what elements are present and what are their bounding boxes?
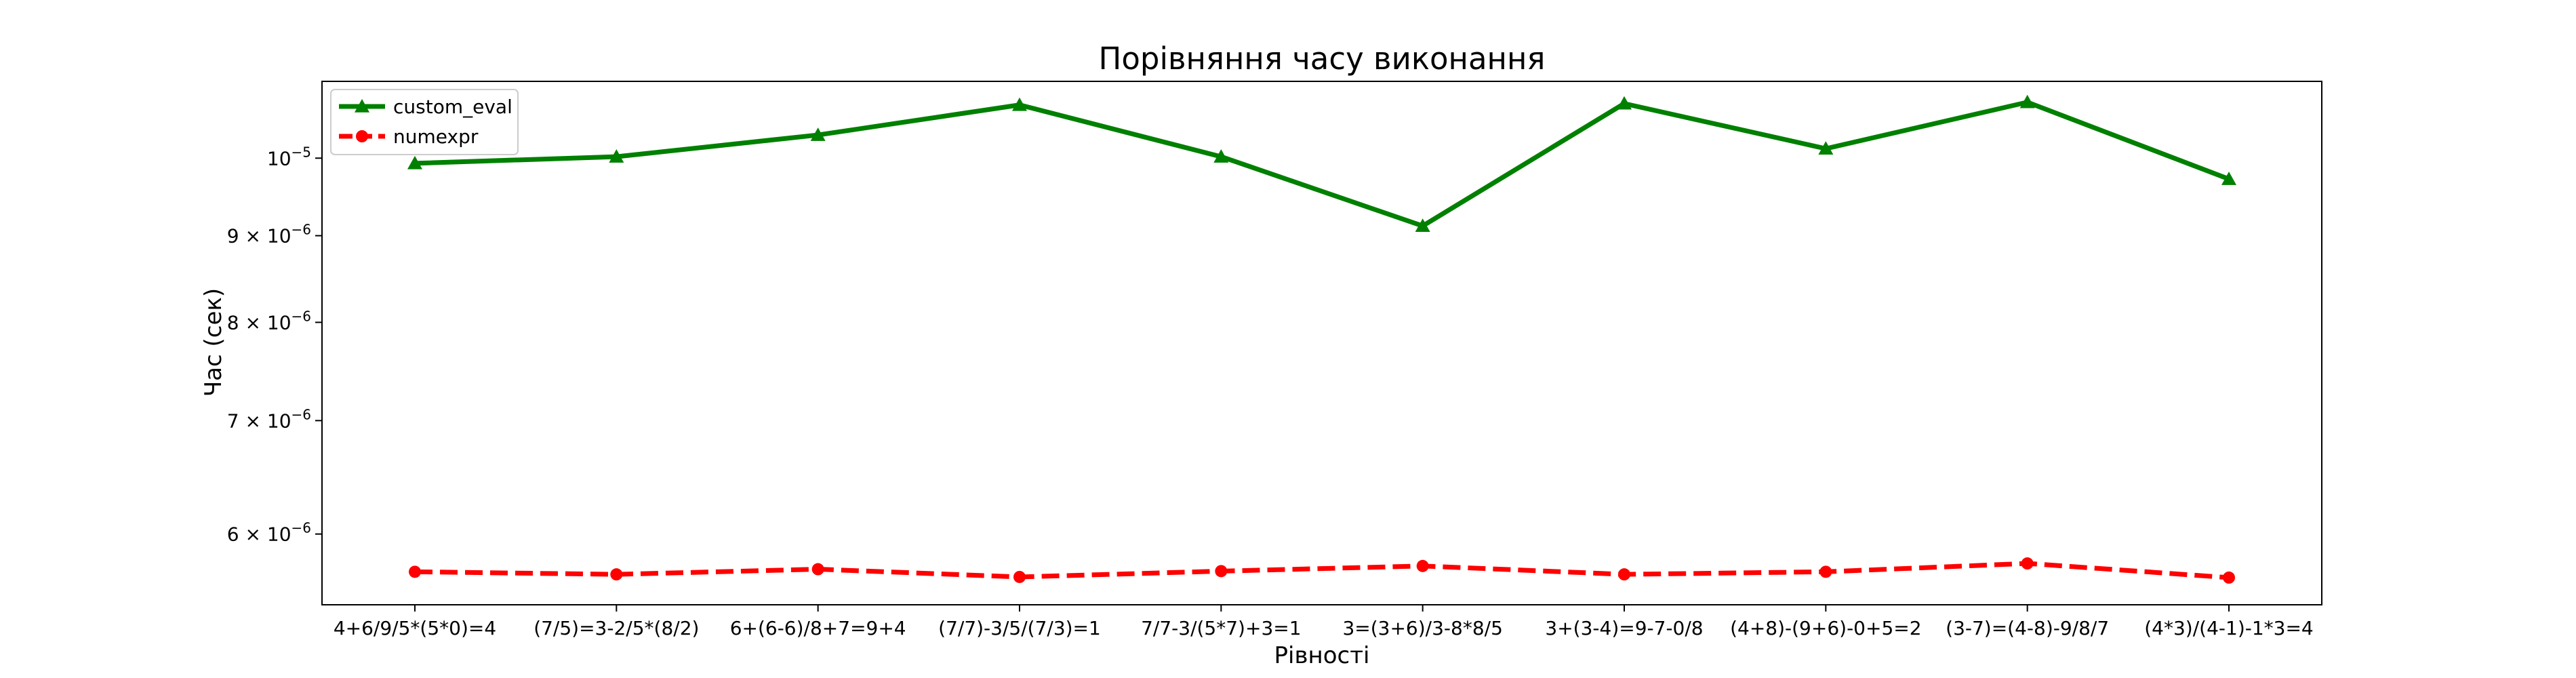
x-tick-label: (4*3)/(4-1)-1*3=4 xyxy=(2144,617,2314,639)
data-point xyxy=(2221,172,2236,185)
legend-label: numexpr xyxy=(393,125,479,148)
axis-ticks: 4+6/9/5*(5*0)=4 (7/5)=3-2/5*(8/2) 6+(6-6)/… xyxy=(227,144,2314,639)
x-tick-label: 4+6/9/5*(5*0)=4 xyxy=(334,617,496,639)
data-point xyxy=(1617,96,1632,110)
data-point xyxy=(407,155,422,170)
x-tick-label: (3-7)=(4-8)-9/8/7 xyxy=(1946,617,2109,639)
series-line xyxy=(414,100,2230,228)
data-point xyxy=(1215,565,1228,578)
data-point xyxy=(409,565,421,578)
x-tick-label: 3=(3+6)/3-8*8/5 xyxy=(1342,617,1502,639)
data-point xyxy=(610,568,623,581)
y-tick-label: 7 × 10−6 xyxy=(227,406,311,432)
data-point xyxy=(2021,557,2034,570)
data-point xyxy=(1012,97,1027,111)
x-tick-label: 3+(3-4)=9-7-0/8 xyxy=(1545,617,1703,639)
series-numexpr xyxy=(409,557,2235,584)
x-tick-label: (4+8)-(9+6)-0+5=2 xyxy=(1730,617,1921,639)
legend-marker xyxy=(356,130,368,142)
data-point xyxy=(1213,149,1229,163)
chart-title: Порівняння часу виконання xyxy=(1099,41,1546,77)
data-point xyxy=(2223,571,2235,584)
data-point xyxy=(811,563,824,576)
data-point xyxy=(810,127,826,141)
plot-area-frame xyxy=(321,81,2322,605)
series-layer xyxy=(407,94,2236,584)
y-tick-label: 6 × 10−6 xyxy=(227,520,311,546)
data-point xyxy=(1819,565,1832,578)
y-tick-label: 9 × 10−6 xyxy=(227,222,311,247)
x-tick-label: (7/5)=3-2/5*(8/2) xyxy=(534,617,699,639)
data-point xyxy=(1416,559,1429,572)
y-tick-label: 8 × 10−6 xyxy=(227,308,311,334)
y-tick-label: 10−5 xyxy=(267,144,311,170)
data-point xyxy=(1618,568,1630,581)
x-tick-label: 6+(6-6)/8+7=9+4 xyxy=(730,617,906,639)
x-tick-label: (7/7)-3/5/(7/3)=1 xyxy=(938,617,1101,639)
data-point xyxy=(609,149,624,163)
data-point xyxy=(2019,94,2035,108)
y-axis-label: Час (сек) xyxy=(200,288,227,397)
legend-marker xyxy=(355,99,369,113)
series-custom_eval xyxy=(407,94,2236,233)
x-tick-label: 7/7-3/(5*7)+3=1 xyxy=(1141,617,1301,639)
legend-label: custom_eval xyxy=(393,96,512,118)
series-line xyxy=(414,561,2230,580)
data-point xyxy=(1818,141,1834,155)
data-point xyxy=(1013,570,1026,583)
x-axis-label: Рівності xyxy=(1274,642,1370,669)
data-point xyxy=(1415,218,1430,233)
